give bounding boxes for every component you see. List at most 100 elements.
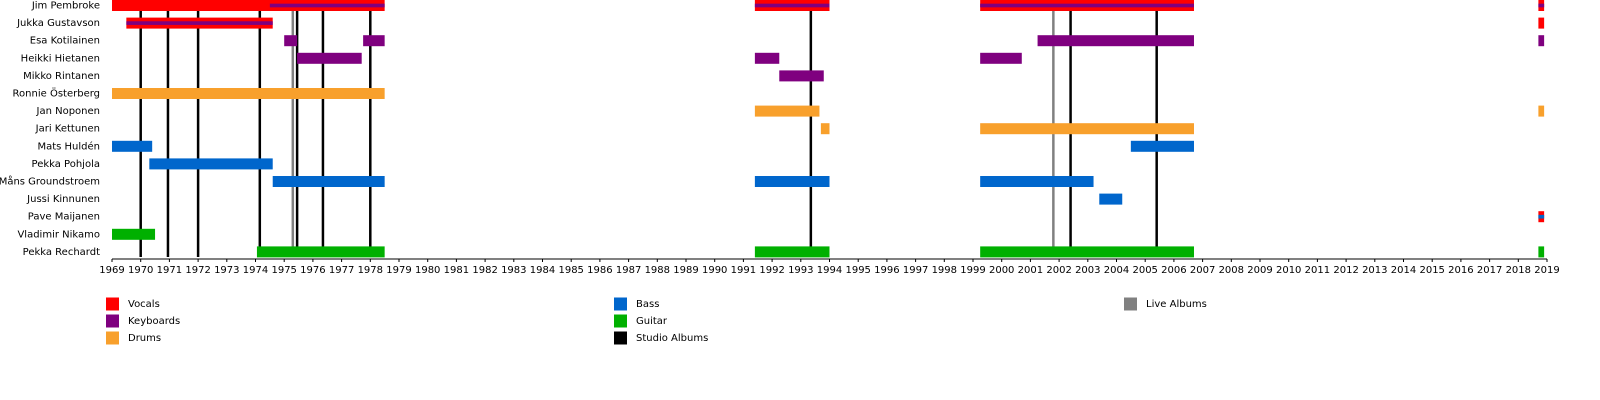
x-tick-label: 1979 — [386, 265, 411, 276]
member-label: Pave Maijanen — [28, 212, 100, 223]
x-tick-label: 2010 — [1276, 265, 1301, 276]
x-tick-label: 1997 — [903, 265, 928, 276]
member-bar — [980, 3, 1194, 8]
x-tick-label: 1986 — [587, 265, 612, 276]
x-tick-label: 1973 — [214, 265, 239, 276]
x-tick-label: 1988 — [645, 265, 670, 276]
legend-swatch — [614, 297, 627, 311]
x-tick-label: 2008 — [1219, 265, 1244, 276]
x-tick-label: 1977 — [329, 265, 354, 276]
x-tick-label: 2019 — [1534, 265, 1559, 276]
member-bar — [1538, 214, 1545, 219]
x-tick-label: 1970 — [128, 265, 153, 276]
x-tick-label: 1996 — [874, 265, 899, 276]
legend-swatch — [1124, 297, 1137, 311]
x-tick-label: 2009 — [1247, 265, 1272, 276]
member-bar — [269, 3, 385, 8]
member-label: Mikko Rintanen — [23, 71, 100, 82]
member-bar — [363, 35, 385, 47]
member-bar — [1538, 3, 1545, 8]
x-tick-label: 1985 — [558, 265, 583, 276]
x-tick-label: 2011 — [1305, 265, 1330, 276]
member-bar — [1130, 140, 1194, 152]
member-bar — [112, 88, 385, 99]
member-bar — [1538, 246, 1545, 258]
member-bar — [272, 176, 385, 187]
x-tick-label: 2016 — [1448, 265, 1473, 276]
member-bar — [980, 123, 1194, 135]
member-bar — [980, 246, 1194, 258]
member-bar — [1538, 35, 1545, 47]
x-tick-label: 2013 — [1362, 265, 1387, 276]
member-bar — [980, 176, 1094, 187]
member-label: Jussi Kinnunen — [26, 194, 100, 205]
x-tick-label: 1976 — [300, 265, 325, 276]
x-tick-label: 1987 — [616, 265, 641, 276]
x-tick-label: 2001 — [1018, 265, 1043, 276]
x-tick-label: 2015 — [1419, 265, 1444, 276]
x-tick-label: 2004 — [1104, 265, 1129, 276]
member-bar — [754, 3, 830, 8]
member-bar — [754, 105, 820, 117]
member-label: Måns Groundstroem — [0, 175, 100, 188]
member-label: Pekka Rechardt — [23, 247, 100, 258]
x-tick-label: 1990 — [702, 265, 727, 276]
member-label: Jan Noponen — [36, 106, 101, 117]
x-tick-label: 2012 — [1333, 265, 1358, 276]
member-bar — [980, 52, 1022, 64]
legend-swatch — [614, 331, 627, 345]
x-tick-label: 2006 — [1161, 265, 1186, 276]
member-bar — [1099, 193, 1123, 205]
member-label: Jari Kettunen — [35, 124, 100, 135]
legend-label: Drums — [128, 333, 161, 344]
member-bar — [297, 52, 362, 64]
member-bar — [284, 35, 298, 47]
member-bar — [1037, 35, 1194, 47]
legend-swatch — [106, 297, 119, 311]
x-tick-label: 1992 — [759, 265, 784, 276]
member-bar — [754, 246, 830, 258]
x-tick-label: 1993 — [788, 265, 813, 276]
legend-label: Bass — [636, 299, 659, 310]
x-tick-label: 1980 — [415, 265, 440, 276]
member-bar — [754, 52, 780, 64]
member-bar — [1538, 105, 1545, 117]
member-label: Jukka Gustavson — [16, 18, 100, 29]
x-tick-label: 1974 — [243, 265, 268, 276]
x-tick-label: 2017 — [1477, 265, 1502, 276]
legend-label: Studio Albums — [636, 333, 708, 344]
member-bar — [820, 123, 830, 135]
x-tick-label: 1983 — [501, 265, 526, 276]
legend-label: Guitar — [636, 316, 668, 327]
member-bar — [112, 228, 156, 240]
x-tick-label: 2000 — [989, 265, 1014, 276]
x-tick-label: 1975 — [271, 265, 296, 276]
x-tick-label: 1984 — [530, 265, 555, 276]
member-label: Vladimir Nikamo — [17, 229, 100, 240]
x-tick-label: 2003 — [1075, 265, 1100, 276]
legend-label: Keyboards — [128, 316, 180, 327]
member-bar — [1538, 17, 1545, 29]
member-label: Jim Pembroke — [31, 1, 100, 12]
x-tick-label: 1981 — [444, 265, 469, 276]
member-label: Mats Huldén — [37, 140, 100, 152]
member-bar — [126, 21, 273, 25]
member-bar — [112, 0, 385, 11]
x-tick-label: 1989 — [673, 265, 698, 276]
x-tick-label: 1995 — [845, 265, 870, 276]
x-tick-label: 1978 — [358, 265, 383, 276]
x-tick-label: 1982 — [472, 265, 497, 276]
legend-swatch — [614, 314, 627, 328]
legend-swatch — [106, 314, 119, 328]
member-label: Heikki Hietanen — [21, 53, 100, 64]
x-tick-label: 1998 — [932, 265, 957, 276]
x-tick-label: 2018 — [1506, 265, 1531, 276]
x-tick-label: 1969 — [99, 265, 124, 276]
legend-swatch — [106, 331, 119, 345]
member-label: Pekka Pohjola — [32, 159, 100, 170]
member-label: Ronnie Österberg — [13, 87, 100, 100]
x-tick-label: 1971 — [157, 265, 182, 276]
legend-label: Live Albums — [1146, 299, 1207, 310]
x-tick-label: 2007 — [1190, 265, 1215, 276]
